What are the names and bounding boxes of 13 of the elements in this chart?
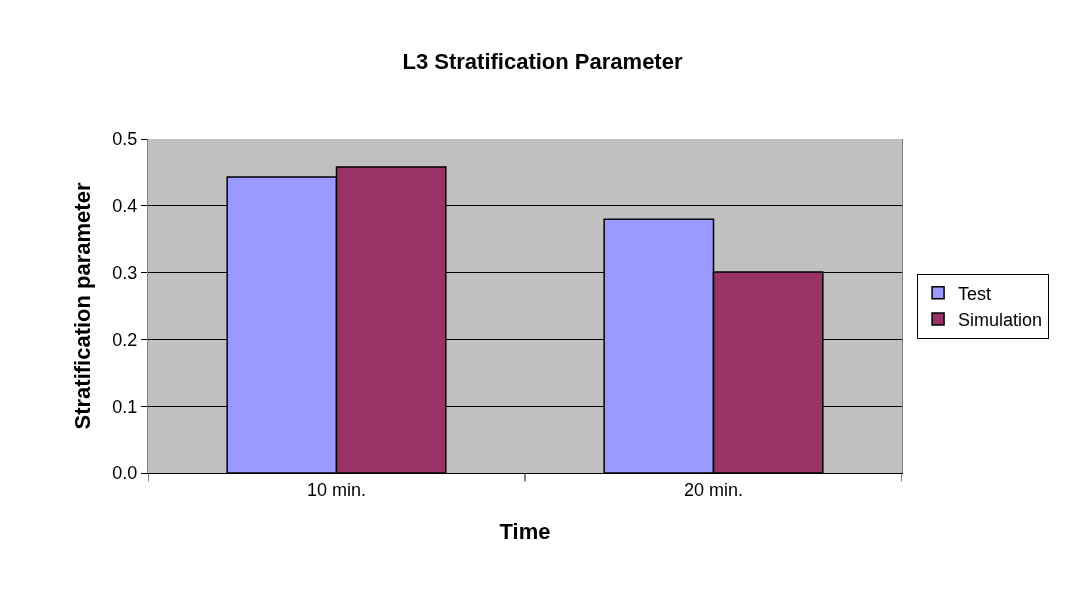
y-tick-label: 0.4 bbox=[112, 196, 138, 217]
x-axis-title: Time bbox=[499, 519, 551, 545]
chart-title: L3 Stratification Parameter bbox=[402, 48, 683, 74]
legend-label: Test bbox=[958, 283, 992, 304]
y-axis-title: Stratification parameter bbox=[70, 182, 96, 430]
y-tick-label: 0.3 bbox=[112, 262, 138, 283]
y-tick-label: 0.1 bbox=[112, 396, 138, 417]
legend-label: Simulation bbox=[958, 310, 1043, 331]
y-tick-label: 0.0 bbox=[112, 463, 138, 484]
x-tick-label: 10 min. bbox=[306, 479, 367, 500]
y-tick-label: 0.5 bbox=[112, 129, 138, 150]
y-tick-label: 0.2 bbox=[112, 329, 138, 350]
x-tick-label: 20 min. bbox=[683, 479, 744, 500]
